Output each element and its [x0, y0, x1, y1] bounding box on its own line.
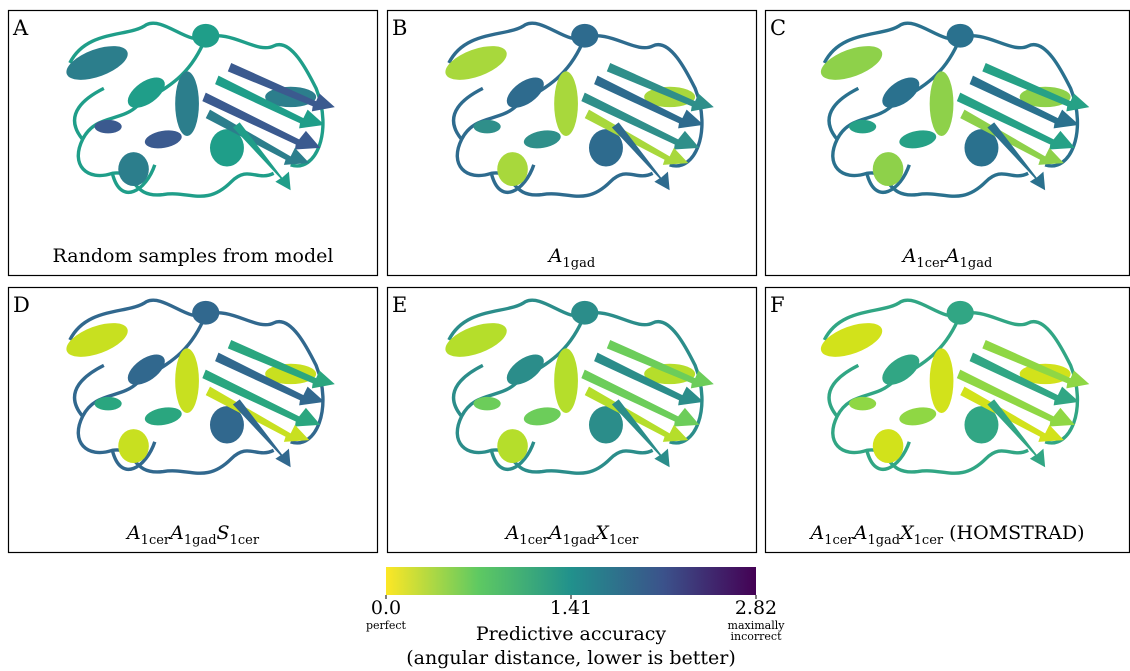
panel-caption: A1cerA1gadS1cer: [125, 522, 260, 548]
caption-subscript: 1gad: [563, 533, 596, 548]
caption-text: A: [168, 522, 184, 544]
panel-letter: E: [392, 293, 407, 317]
caption-text: A: [901, 245, 917, 267]
colorbar-label: Predictive accuracy: [476, 623, 667, 645]
caption-subscript: 1cer: [824, 533, 854, 548]
caption-text: A: [944, 245, 960, 267]
panel: A Random samples from model: [7, 9, 379, 277]
caption-text: A: [547, 245, 563, 267]
caption-subscript: 1gad: [563, 256, 596, 271]
panel-caption: Random samples from model: [53, 245, 334, 267]
panel-frame: [386, 9, 758, 277]
panel-letter: A: [12, 16, 29, 40]
panel-frame: [7, 9, 379, 277]
panel-caption: A1cerA1gadX1cer (HOMSTRAD): [809, 522, 1085, 548]
colorbar-label: (angular distance, lower is better): [406, 647, 736, 669]
panel-letter: F: [770, 293, 785, 317]
caption-subscript: 1gad: [867, 533, 900, 548]
panel-frame: [386, 286, 758, 554]
caption-subscript: 1cer: [519, 533, 549, 548]
panel-caption: A1gad: [547, 245, 595, 271]
caption-text: X: [898, 522, 915, 544]
colorbar-tick-label: 0.0: [371, 597, 401, 619]
panel-caption: A1cerA1gad: [901, 245, 993, 271]
caption-subscript: 1cer: [914, 533, 944, 548]
caption-text: A: [125, 522, 141, 544]
caption-text: A: [504, 522, 520, 544]
caption-subscript: 1gad: [184, 533, 217, 548]
caption-subscript: 1cer: [230, 533, 260, 548]
caption-subscript: 1cer: [609, 533, 639, 548]
panel-letter: D: [13, 293, 30, 317]
colorbar-min-note: perfect: [366, 619, 407, 632]
panel-caption: A1cerA1gadX1cer: [504, 522, 639, 548]
caption-subscript: 1cer: [141, 533, 171, 548]
caption-text: (HOMSTRAD): [949, 522, 1084, 544]
caption-text: A: [547, 522, 563, 544]
colorbar-max-note: incorrect: [731, 630, 783, 643]
panel: B A1gad: [386, 9, 758, 277]
panel-frame: [7, 286, 379, 554]
colorbar-tick-label: 1.41: [550, 597, 592, 619]
caption-subscript: 1cer: [916, 256, 946, 271]
caption-text: A: [809, 522, 825, 544]
caption-text: X: [593, 522, 610, 544]
caption-text: Random samples from model: [53, 245, 334, 267]
colorbar-tick-label: 2.82: [735, 597, 777, 619]
caption-text: S: [217, 522, 230, 544]
panel-letter: C: [770, 16, 786, 40]
caption-text: A: [852, 522, 868, 544]
colorbar-max-note: maximally: [728, 619, 786, 632]
panel-letter: B: [392, 16, 407, 40]
caption-subscript: 1gad: [960, 256, 993, 271]
colorbar-gradient: [386, 567, 756, 595]
